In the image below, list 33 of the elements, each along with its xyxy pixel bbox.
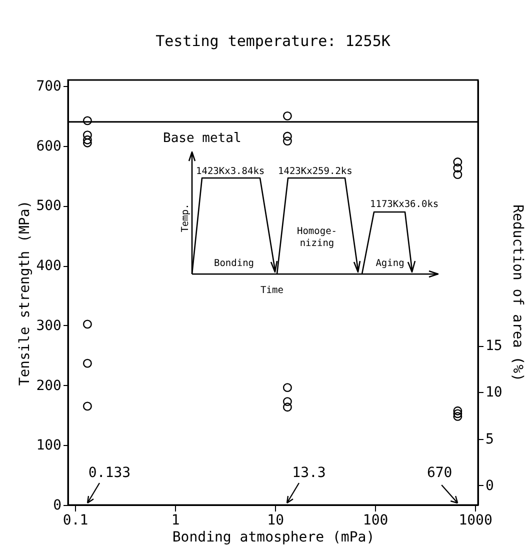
y-tick-label: 200 <box>36 378 62 394</box>
x-tick-label: 10 <box>267 512 284 528</box>
annotation: 1423Kx3.84ks <box>196 166 265 177</box>
annotation: Temp. <box>180 204 191 232</box>
y-tick-label: 600 <box>36 138 62 154</box>
annotation: Aging <box>376 258 404 269</box>
x-axis-title: Bonding atmosphere (mPa) <box>172 530 375 546</box>
y-tick-label: 700 <box>36 78 62 94</box>
y-tick-label: 0 <box>53 498 62 514</box>
annotation: 1423Kx259.2ks <box>278 166 352 177</box>
y2-axis-title: Reduction of area (%) <box>509 204 526 382</box>
y2-tick-label: 15 <box>486 338 502 354</box>
annotation: 0.133 <box>88 465 131 481</box>
x-tick-label: 1000 <box>458 512 492 528</box>
chart-title: Testing temperature: 1255K <box>156 32 390 50</box>
annotation: Bonding <box>214 258 254 269</box>
annotation: 670 <box>426 465 452 481</box>
annotation: 1173Kx36.0ks <box>370 199 439 210</box>
y-tick-label: 500 <box>36 198 62 214</box>
y2-tick-label: 5 <box>486 431 494 448</box>
annotation: Time <box>260 285 284 296</box>
y-tick-label: 300 <box>36 318 62 334</box>
y2-tick-label: 0 <box>486 478 494 494</box>
y2-tick-label: 10 <box>486 384 502 401</box>
x-tick-label: 1 <box>171 512 180 528</box>
y-axis-title: Tensile strength (MPa) <box>17 200 34 386</box>
annotation: Homoge-nizing <box>296 226 338 249</box>
ref-line-label: Base metal <box>163 130 242 146</box>
y-tick-label: 400 <box>36 258 62 274</box>
x-tick-label: 100 <box>362 512 388 528</box>
y-tick-label: 100 <box>36 438 62 454</box>
x-tick-label: 0.1 <box>62 512 88 528</box>
annotation: 13.3 <box>292 465 326 481</box>
